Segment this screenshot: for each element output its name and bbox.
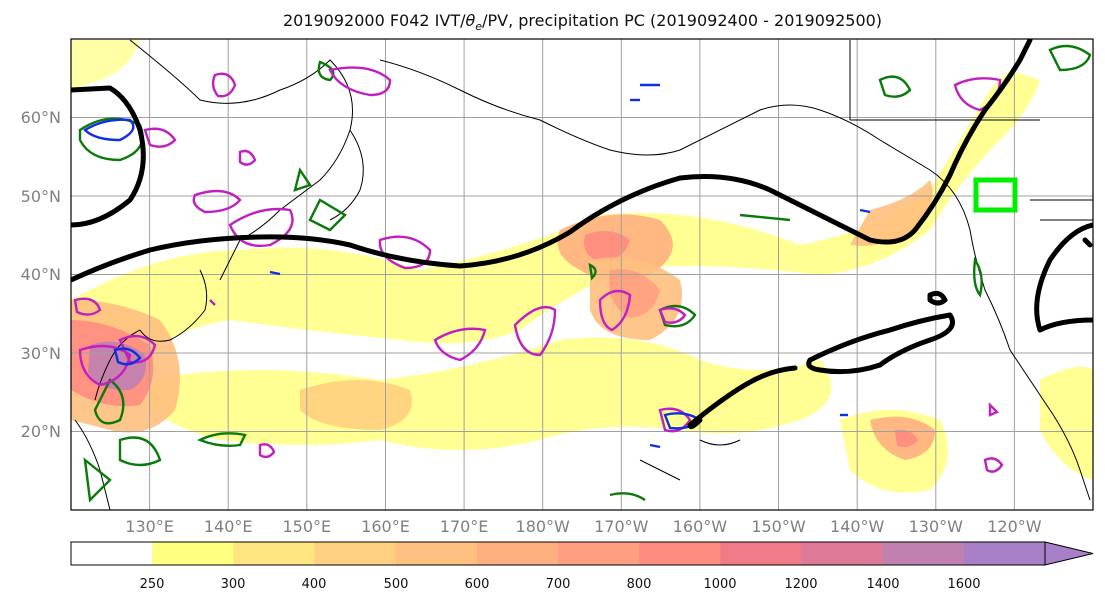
theta-e-contours — [78, 44, 1092, 503]
figure-title: 2019092000 F042 IVT/θe/PV, precipitation… — [282, 11, 883, 34]
colorbar-swatch — [963, 542, 1046, 565]
lon-tick-label: 150°W — [751, 517, 806, 536]
lat-tick-label: 60°N — [21, 108, 61, 127]
colorbar-swatch — [233, 542, 315, 565]
lon-tick-label: 140°E — [204, 517, 253, 536]
colorbar-swatch — [720, 542, 802, 565]
pv-anomaly-contours — [73, 66, 1004, 473]
pv-2pvu-contour — [71, 39, 1093, 430]
colorbar-swatch — [476, 542, 559, 565]
colorbar-swatch — [71, 542, 153, 565]
lon-tick-label: 170°E — [440, 517, 489, 536]
colorbar-swatches — [71, 542, 1046, 565]
lon-tick-labels: 130°E 140°E 150°E 160°E 170°E 180°W 170°… — [125, 517, 1041, 536]
gridlines — [71, 39, 1093, 510]
lon-tick-label: 130°E — [125, 517, 174, 536]
colorbar-label: 1000 — [703, 577, 736, 592]
lon-tick-label: 130°W — [909, 517, 964, 536]
lat-tick-labels: 60°N 50°N 40°N 30°N 20°N — [21, 108, 61, 441]
lat-tick-label: 50°N — [21, 187, 61, 206]
colorbar-label: 300 — [221, 577, 246, 592]
lon-tick-label: 160°E — [361, 517, 410, 536]
colorbar-label: 600 — [465, 577, 490, 592]
lat-tick-label: 40°N — [21, 265, 61, 284]
colorbar-label: 400 — [302, 577, 327, 592]
colorbar-label: 1600 — [947, 577, 980, 592]
colorbar-swatch — [558, 542, 640, 565]
colorbar-label: 1200 — [784, 577, 817, 592]
colorbar: 250 300 400 500 600 700 800 1000 1200 14… — [70, 541, 1094, 592]
colorbar-extend-arrow — [1044, 541, 1094, 566]
colorbar-swatch — [314, 542, 397, 565]
colorbar-swatch — [639, 542, 721, 565]
colorbar-labels: 250 300 400 500 600 700 800 1000 1200 14… — [140, 577, 981, 592]
colorbar-label: 800 — [627, 577, 652, 592]
lat-tick-label: 30°N — [21, 344, 61, 363]
lon-tick-label: 180°W — [516, 517, 571, 536]
lon-tick-label: 150°E — [282, 517, 331, 536]
lon-tick-label: 160°W — [673, 517, 728, 536]
lon-tick-label: 120°W — [987, 517, 1042, 536]
lon-tick-label: 140°W — [830, 517, 885, 536]
colorbar-label: 250 — [140, 577, 165, 592]
colorbar-swatch — [152, 542, 234, 565]
colorbar-swatch — [882, 542, 965, 565]
lat-tick-label: 20°N — [21, 422, 61, 441]
colorbar-frame — [70, 541, 1046, 566]
map-frame — [70, 38, 1094, 511]
colorbar-label: 1400 — [866, 577, 899, 592]
colorbar-swatch — [395, 542, 478, 565]
colorbar-label: 500 — [384, 577, 409, 592]
colorbar-swatch — [801, 542, 884, 565]
colorbar-label: 700 — [546, 577, 571, 592]
lon-tick-label: 170°W — [594, 517, 649, 536]
target-region-box — [973, 177, 1018, 213]
